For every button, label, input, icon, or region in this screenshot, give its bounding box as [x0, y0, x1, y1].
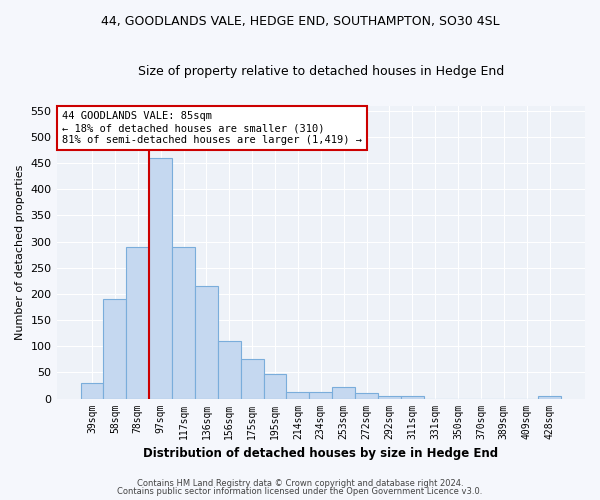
- Text: Contains HM Land Registry data © Crown copyright and database right 2024.: Contains HM Land Registry data © Crown c…: [137, 478, 463, 488]
- Bar: [310, 392, 332, 398]
- Y-axis label: Number of detached properties: Number of detached properties: [15, 164, 25, 340]
- Text: 44, GOODLANDS VALE, HEDGE END, SOUTHAMPTON, SO30 4SL: 44, GOODLANDS VALE, HEDGE END, SOUTHAMPT…: [101, 15, 499, 28]
- Bar: [332, 387, 355, 398]
- Title: Size of property relative to detached houses in Hedge End: Size of property relative to detached ho…: [137, 65, 504, 78]
- Bar: [355, 394, 378, 398]
- Bar: [149, 158, 172, 398]
- X-axis label: Distribution of detached houses by size in Hedge End: Distribution of detached houses by size …: [143, 447, 499, 460]
- Bar: [127, 247, 149, 398]
- Text: Contains public sector information licensed under the Open Government Licence v3: Contains public sector information licen…: [118, 487, 482, 496]
- Bar: [263, 374, 286, 398]
- Bar: [103, 299, 127, 398]
- Bar: [80, 383, 103, 398]
- Bar: [241, 360, 263, 399]
- Bar: [378, 396, 401, 398]
- Text: 44 GOODLANDS VALE: 85sqm
← 18% of detached houses are smaller (310)
81% of semi-: 44 GOODLANDS VALE: 85sqm ← 18% of detach…: [62, 112, 362, 144]
- Bar: [286, 392, 310, 398]
- Bar: [538, 396, 561, 398]
- Bar: [218, 341, 241, 398]
- Bar: [195, 286, 218, 399]
- Bar: [172, 247, 195, 398]
- Bar: [401, 396, 424, 398]
